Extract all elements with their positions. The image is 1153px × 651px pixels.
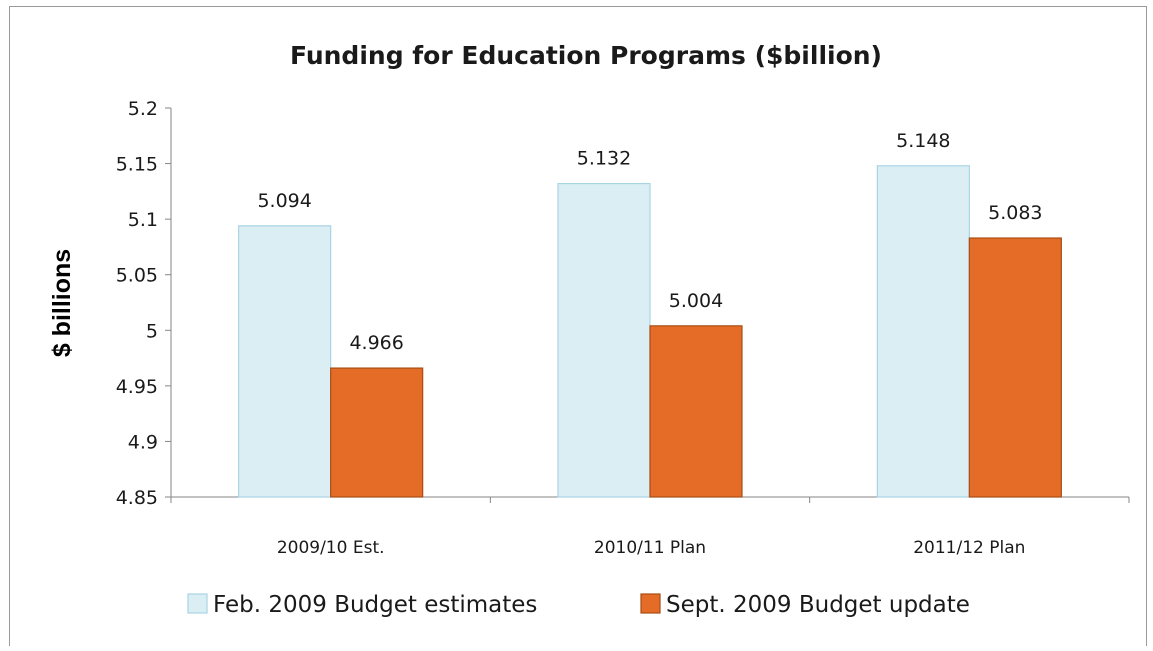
y-tick-label: 4.95 bbox=[116, 376, 158, 398]
legend: Feb. 2009 Budget estimates Sept. 2009 Bud… bbox=[187, 592, 970, 618]
bar bbox=[649, 325, 743, 498]
y-tick-label: 5.1 bbox=[128, 209, 158, 231]
legend-label: Sept. 2009 Budget update bbox=[666, 592, 970, 618]
data-label: 5.132 bbox=[577, 148, 631, 170]
data-label: 5.094 bbox=[257, 190, 311, 212]
data-label: 5.083 bbox=[988, 202, 1042, 224]
y-tick-label: 4.85 bbox=[116, 487, 158, 509]
bar bbox=[968, 237, 1062, 498]
data-label: 4.966 bbox=[349, 332, 403, 354]
x-tick-label: 2009/10 Est. bbox=[277, 538, 385, 558]
y-tick-label: 5.05 bbox=[116, 265, 158, 287]
y-axis-title: $ billions bbox=[48, 249, 76, 357]
x-tick-label: 2010/11 Plan bbox=[594, 538, 706, 558]
y-tick-label: 5 bbox=[146, 320, 158, 342]
legend-label: Feb. 2009 Budget estimates bbox=[213, 592, 537, 618]
legend-swatch bbox=[640, 593, 661, 614]
legend-swatch bbox=[187, 593, 208, 614]
chart-title: Funding for Education Programs ($billion… bbox=[290, 41, 882, 70]
y-tick-label: 4.9 bbox=[128, 431, 158, 453]
bar bbox=[238, 225, 332, 498]
chart-frame bbox=[9, 6, 1147, 646]
data-label: 5.004 bbox=[669, 290, 723, 312]
bar bbox=[330, 367, 424, 498]
bar bbox=[876, 165, 970, 498]
y-tick-label: 5.2 bbox=[128, 98, 158, 120]
y-tick-label: 5.15 bbox=[116, 154, 158, 176]
data-label: 5.148 bbox=[896, 130, 950, 152]
bar bbox=[557, 182, 651, 498]
x-tick-label: 2011/12 Plan bbox=[913, 538, 1025, 558]
plot-area: 4.85 4.9 4.95 5 5.05 5.1 5.15 5.2 5.094 4.966 2009… bbox=[116, 98, 1130, 558]
